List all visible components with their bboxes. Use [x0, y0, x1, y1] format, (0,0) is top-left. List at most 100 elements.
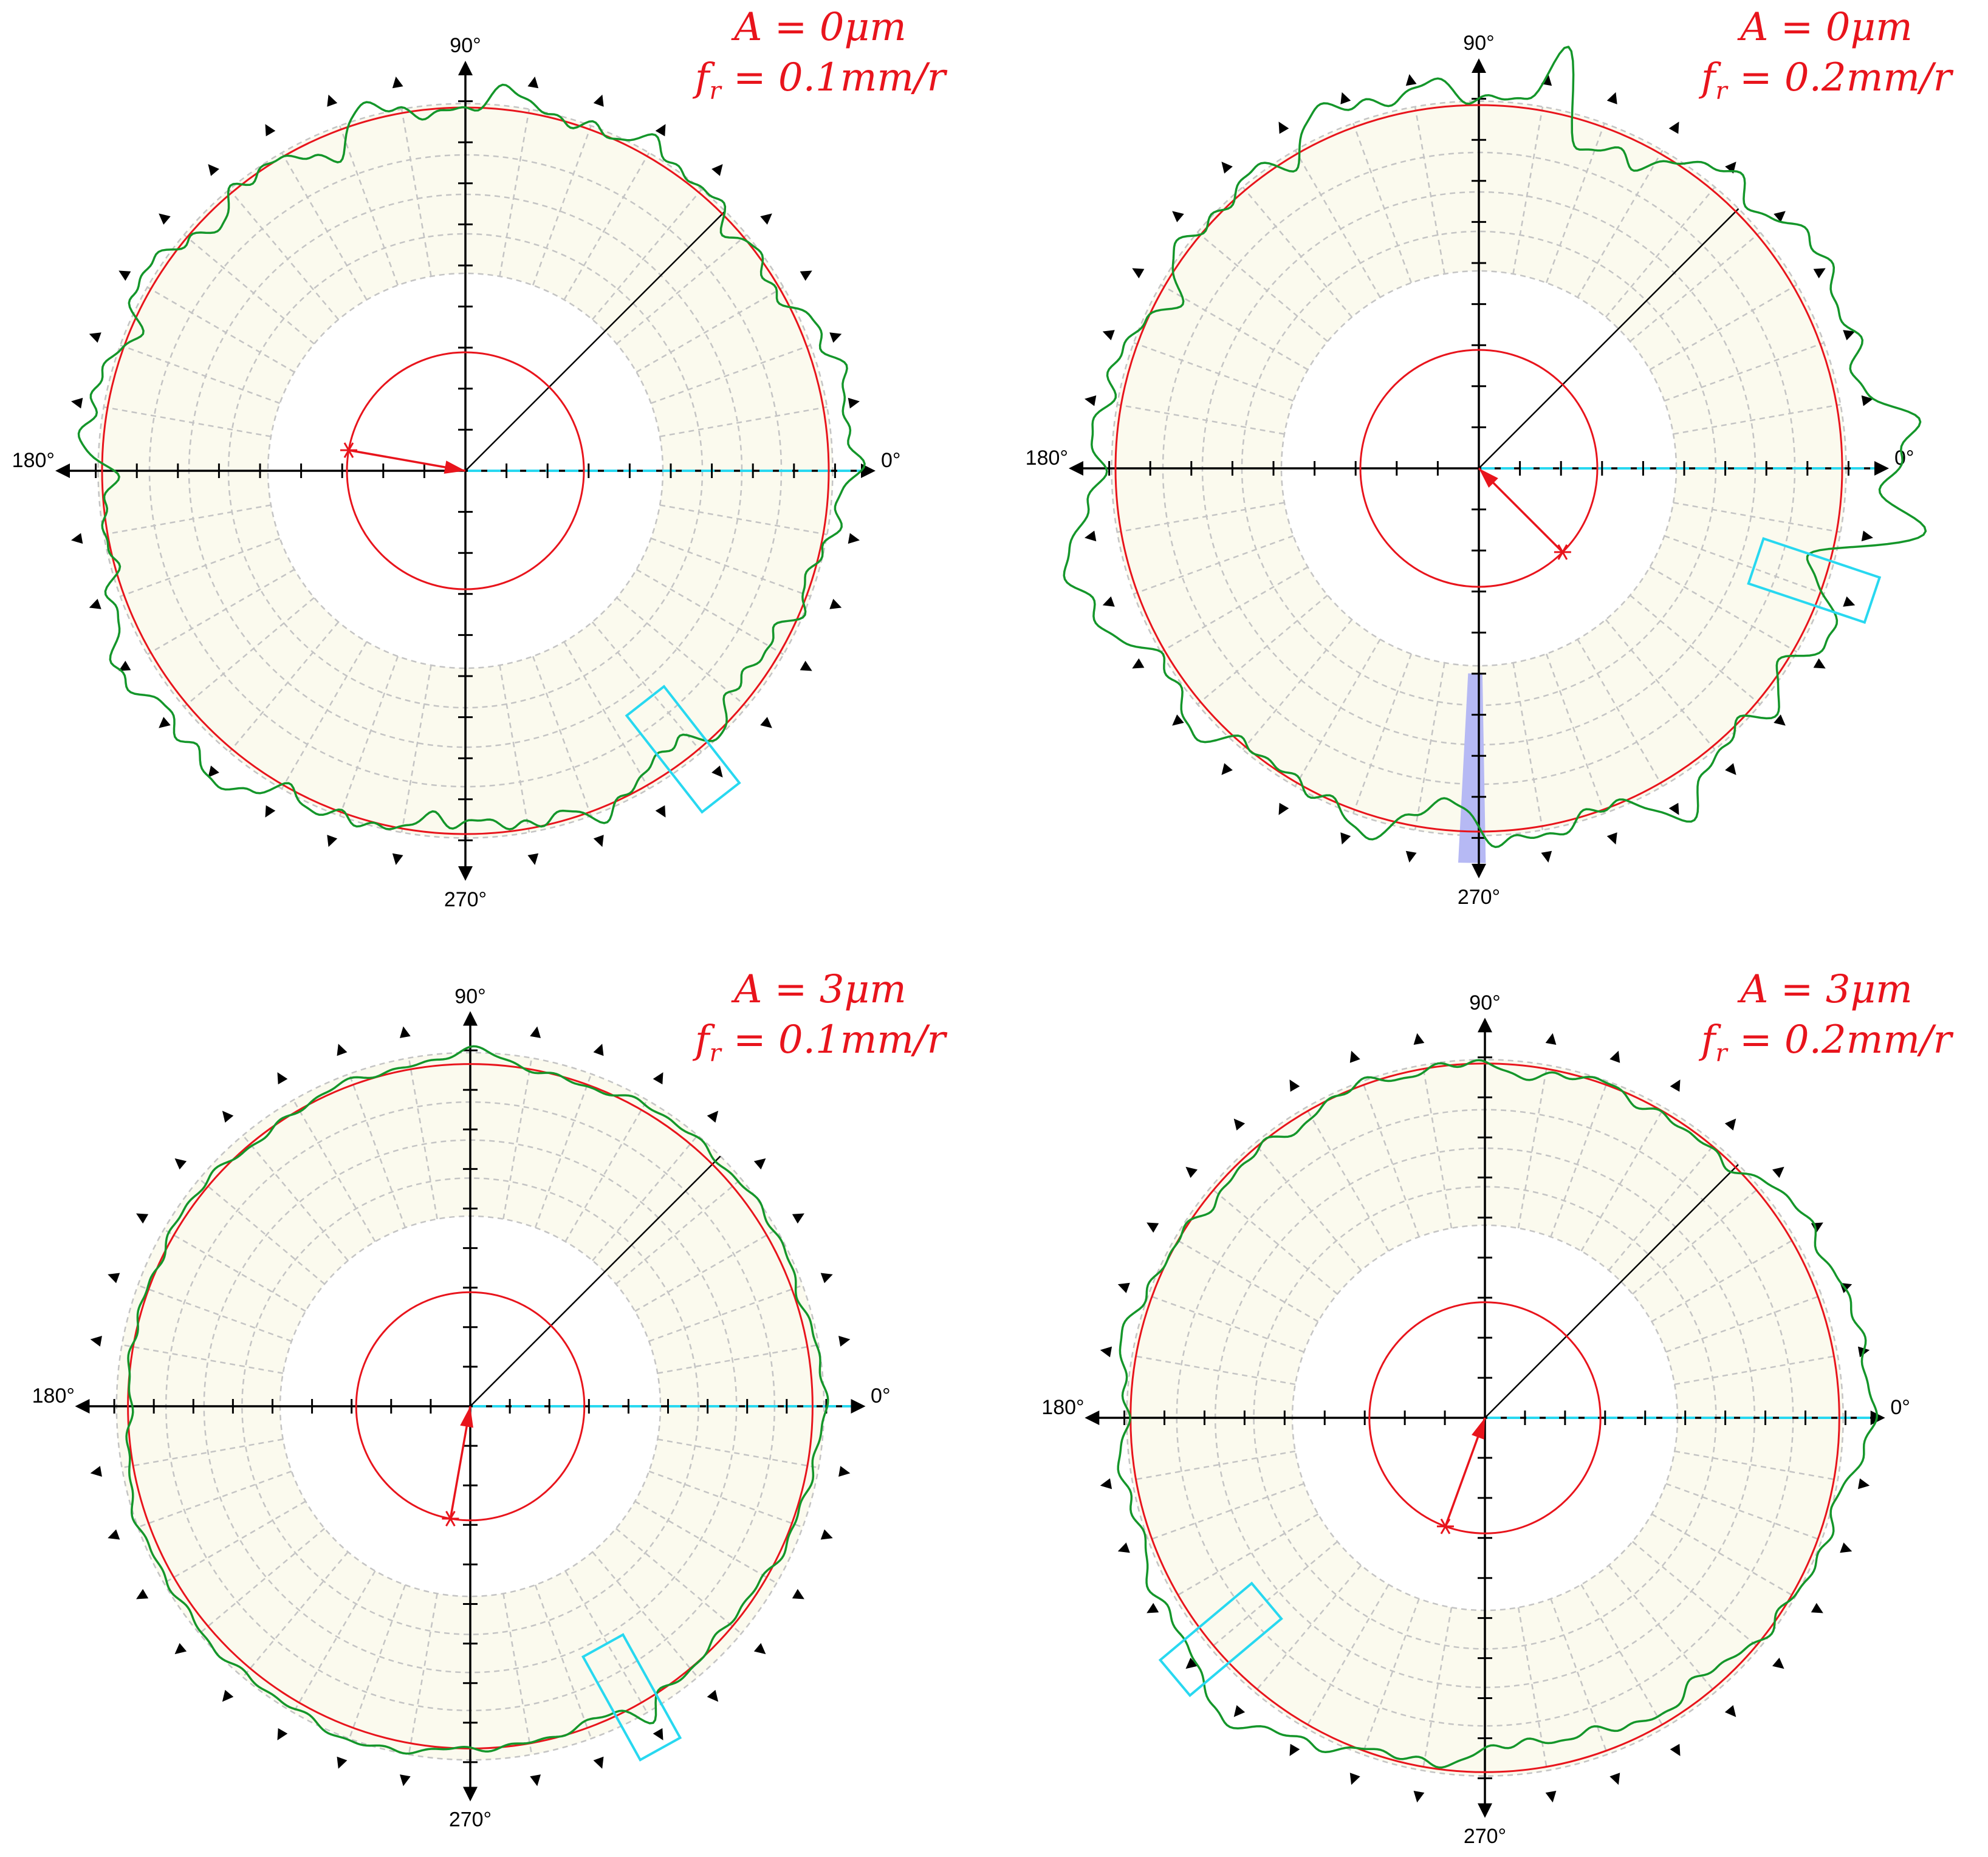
radial-grid-line: [1664, 342, 1825, 402]
radial-grid-line: [534, 1584, 592, 1739]
polar-plot-panel-1: 90° 270° 180° 0° A = 0μm fr = 0.1mm/r: [0, 0, 994, 928]
angle-label-90: 90°: [1463, 32, 1494, 55]
angle-label-0: 0°: [1890, 1396, 1910, 1419]
rim-arrow-marker: [1813, 658, 1826, 669]
rim-arrow-marker: [1278, 121, 1289, 134]
rim-arrow-marker: [1185, 1657, 1198, 1669]
rim-arrow-marker: [829, 598, 842, 609]
radial-grid-line: [1117, 502, 1285, 533]
radial-grid-line: [146, 286, 295, 373]
radial-grid-line: [1665, 1483, 1822, 1541]
rim-arrow-marker: [174, 1643, 187, 1655]
rim-arrow-marker: [1147, 1222, 1159, 1233]
cardinal-arrow-marker: [851, 1399, 866, 1414]
radial-grid-line: [120, 537, 281, 597]
rim-arrow-marker: [838, 1335, 851, 1347]
amplitude-label-1: A = 0μm: [734, 5, 907, 50]
eccentricity-arrowhead: [1472, 1418, 1485, 1440]
rim-arrow-marker: [527, 853, 539, 865]
radial-grid-line: [183, 234, 315, 345]
feed-rate-label-4: fr = 0.2mm/r: [1701, 1017, 1952, 1067]
rim-arrow-marker: [159, 717, 171, 728]
radial-grid-line: [1414, 106, 1445, 275]
radial-grid-line: [592, 1551, 699, 1678]
peak-highlight-box: [1747, 537, 1882, 624]
radial-grid-line: [1362, 1081, 1420, 1237]
rim-arrow-marker: [1405, 74, 1417, 86]
rim-arrow-marker: [1541, 850, 1552, 863]
rim-arrow-marker: [1609, 1050, 1620, 1063]
rim-arrow-marker: [655, 805, 666, 818]
radial-grid-line: [228, 189, 340, 320]
rim-arrow-marker: [392, 77, 403, 89]
radial-grid-line: [1132, 1450, 1296, 1481]
polar-plot-4: 90° 270° 180° 0°: [1041, 991, 1910, 1848]
polar-plot-3: 90° 270° 180° 0°: [32, 985, 891, 1831]
radial-grid-line: [634, 1228, 777, 1312]
rim-arrow-marker: [792, 1213, 804, 1224]
cardinal-arrow-marker: [1085, 1411, 1100, 1425]
radial-grid-line: [339, 655, 399, 816]
radial-grid-line: [1352, 653, 1413, 814]
radial-grid-line: [616, 597, 747, 708]
rim-arrow-marker: [707, 1689, 719, 1702]
rim-arrow-marker: [820, 1273, 833, 1284]
rim-arrow-marker: [653, 1728, 663, 1740]
radial-grid-line: [122, 1438, 283, 1469]
rim-arrow-marker: [118, 660, 131, 671]
parameter-annotation-2: A = 0μm fr = 0.2mm/r: [1674, 2, 1978, 107]
peak-highlight-box: [581, 1633, 682, 1762]
radial-grid-line: [636, 569, 784, 655]
radial-grid-line: [137, 1284, 292, 1342]
angle-label-270: 270°: [449, 1808, 492, 1831]
eccentricity-arrowhead: [1479, 468, 1498, 488]
roundness-profile: [1117, 1059, 1879, 1769]
radial-grid-line: [563, 641, 650, 790]
eccentricity-tail-star: [442, 1511, 459, 1527]
radial-grid-line: [1197, 594, 1328, 705]
reference-circle: [1114, 104, 1843, 833]
rim-arrow-marker: [1772, 1657, 1784, 1669]
rim-arrow-marker: [1405, 850, 1417, 863]
radial-grid-line: [650, 537, 811, 597]
radial-grid-line: [1630, 594, 1761, 705]
star-stroke: [1440, 1518, 1451, 1534]
angle-label-270: 270°: [444, 888, 487, 911]
polar-plot-panel-4: 90° 270° 180° 0° A = 3μm fr = 0.2mm/r: [994, 928, 1988, 1856]
rim-arrow-marker: [1724, 1705, 1736, 1717]
radial-grid-line: [1517, 1607, 1548, 1771]
radial-grid-line: [1352, 123, 1413, 284]
angle-label-180: 180°: [1041, 1396, 1084, 1419]
cardinal-arrow-marker: [1478, 1017, 1492, 1033]
radial-grid-line: [1117, 403, 1285, 435]
rim-arrow-marker: [327, 94, 338, 107]
radial-grid-line: [564, 1570, 648, 1713]
amplitude-label-4: A = 3μm: [1740, 967, 1913, 1012]
rim-arrow-marker: [1861, 395, 1873, 406]
rim-arrow-marker: [1670, 1743, 1681, 1756]
rim-arrow-marker: [848, 397, 860, 409]
rim-arrow-marker: [1840, 1542, 1853, 1553]
rim-arrow-marker: [1349, 1050, 1360, 1063]
rim-arrow-marker: [760, 213, 772, 225]
feed-rate-label-1: fr = 0.1mm/r: [694, 55, 946, 105]
rim-arrow-marker: [1349, 1773, 1360, 1785]
radial-grid-line: [1160, 566, 1309, 653]
rim-arrow-marker: [753, 1158, 766, 1170]
rim-arrow-marker: [1147, 1602, 1159, 1613]
rim-arrow-marker: [399, 1774, 411, 1787]
radial-grid-line: [1197, 231, 1328, 343]
rim-arrow-marker: [1670, 1079, 1681, 1092]
angle-label-180: 180°: [12, 449, 55, 472]
radial-grid-line: [1362, 1598, 1420, 1755]
polar-plot-2: 90° 270° 180° 0°: [1026, 32, 1927, 909]
rim-arrow-marker: [527, 77, 539, 89]
radial-grid-line: [199, 1528, 326, 1635]
rim-arrow-marker: [1774, 211, 1786, 222]
cardinal-arrow-marker: [55, 463, 70, 478]
angle-label-90: 90°: [450, 34, 481, 57]
radial-grid-line: [1254, 1143, 1362, 1271]
angle-label-90: 90°: [454, 985, 485, 1008]
radial-grid-line: [400, 109, 432, 277]
radial-grid-line: [502, 1058, 533, 1219]
